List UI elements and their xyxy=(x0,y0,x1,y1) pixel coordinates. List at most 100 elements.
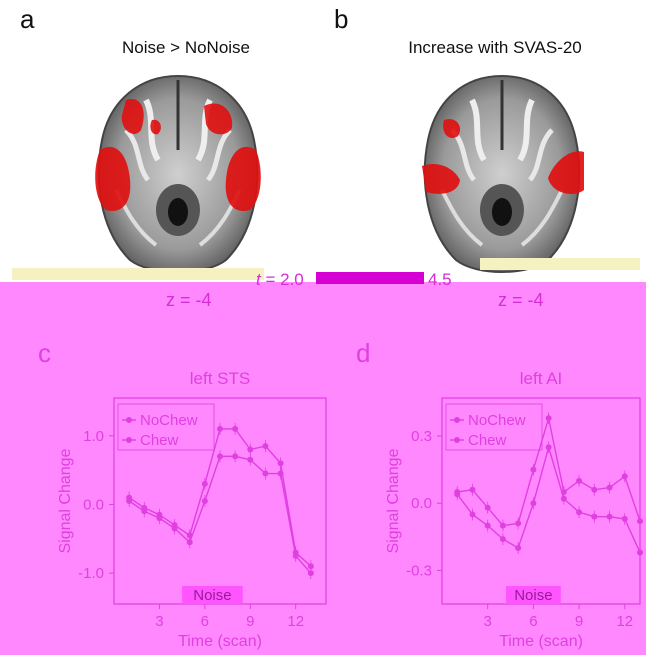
data-point-chew xyxy=(560,495,567,502)
data-point-nochew xyxy=(307,563,314,570)
data-point-chew xyxy=(515,545,522,552)
data-point-chew xyxy=(530,500,537,507)
data-point-chew xyxy=(307,570,314,577)
legend-marker xyxy=(454,437,460,443)
brain-slice-b xyxy=(422,74,584,273)
panel-b-title: Increase with SVAS-20 xyxy=(408,38,582,57)
data-point-chew xyxy=(126,498,133,504)
data-point-nochew xyxy=(277,460,284,467)
legend-label-chew: Chew xyxy=(468,432,507,449)
data-point-nochew xyxy=(545,415,552,422)
y-tick-label: 0.0 xyxy=(411,495,432,512)
data-point-chew xyxy=(171,525,178,532)
data-point-chew xyxy=(591,513,598,520)
x-tick-label: 6 xyxy=(201,613,209,630)
legend-label-nochew: NoChew xyxy=(468,412,526,429)
y-axis-label: Signal Change xyxy=(57,448,74,553)
data-point-nochew xyxy=(576,477,583,484)
data-point-chew xyxy=(247,456,254,463)
series-line-chew xyxy=(128,455,312,574)
colorbar-min: = 2.0 xyxy=(265,270,304,289)
x-tick-label: 9 xyxy=(575,613,583,630)
x-tick-label: 9 xyxy=(246,613,254,630)
data-point-nochew xyxy=(484,504,491,511)
legend-marker xyxy=(454,417,460,423)
data-point-chew xyxy=(277,470,284,477)
noise-bar xyxy=(182,586,243,604)
x-tick-label: 12 xyxy=(616,613,633,630)
y-tick-label: -0.3 xyxy=(406,562,432,579)
data-point-nochew xyxy=(621,473,628,480)
x-tick-label: 12 xyxy=(287,613,304,630)
chart-left-sts: left STS Noise 3 6 9 12 1.0 0.0 -1.0 Time (scan) S… xyxy=(57,369,327,650)
data-point-chew xyxy=(292,552,299,559)
x-axis-label: Time (scan) xyxy=(499,633,583,650)
noise-label: Noise xyxy=(514,587,552,604)
data-point-chew xyxy=(621,515,628,522)
x-axis-label: Time (scan) xyxy=(178,633,262,650)
panel-a-title: Noise > NoNoise xyxy=(121,38,251,57)
data-point-chew xyxy=(484,522,491,529)
data-point-chew xyxy=(499,536,506,543)
x-tick-label: 6 xyxy=(529,613,537,630)
strip-right xyxy=(480,258,640,270)
legend-label-chew: Chew xyxy=(140,432,179,449)
data-point-chew xyxy=(201,498,208,504)
y-tick-label: -1.0 xyxy=(78,565,104,582)
colorbar-max: 4.5 xyxy=(428,270,452,289)
chart-title: left STS xyxy=(190,369,250,388)
data-point-nochew xyxy=(637,518,643,525)
y-tick-label: 1.0 xyxy=(83,428,104,445)
data-point-chew xyxy=(232,453,239,460)
y-tick-label: 0.3 xyxy=(411,428,432,445)
panel-letter-d: d xyxy=(356,338,371,368)
colorbar-label: t = 2.0 xyxy=(256,270,304,290)
z-label-a: z = -4 xyxy=(166,290,212,310)
data-point-chew xyxy=(469,511,476,518)
data-point-nochew xyxy=(606,484,613,491)
legend-box xyxy=(445,403,543,451)
data-point-chew xyxy=(186,539,193,546)
data-point-chew xyxy=(141,508,148,515)
data-point-nochew xyxy=(591,486,598,493)
legend-marker xyxy=(126,437,132,443)
data-point-chew xyxy=(606,513,613,520)
data-point-chew xyxy=(545,444,552,451)
legend-label-nochew: NoChew xyxy=(140,412,198,429)
y-axis-label: Signal Change xyxy=(385,448,402,553)
data-point-chew xyxy=(454,491,461,498)
data-point-nochew xyxy=(201,480,208,487)
panel-letter-a: a xyxy=(20,4,35,34)
data-point-chew xyxy=(637,549,643,556)
data-point-nochew xyxy=(499,522,506,529)
series-line-chew xyxy=(456,444,641,553)
data-point-nochew xyxy=(217,425,223,432)
data-point-nochew xyxy=(247,446,254,453)
data-point-nochew xyxy=(262,443,269,450)
x-tick-label: 3 xyxy=(155,613,163,630)
chart-left-ai: left AI Noise 3 6 9 12 0.3 0.0 -0.3 Time (scan) Si… xyxy=(385,369,643,650)
panel-letter-b: b xyxy=(334,4,349,34)
strip-left xyxy=(12,268,264,280)
data-point-nochew xyxy=(232,425,239,432)
data-point-chew xyxy=(262,470,269,477)
x-tick-label: 3 xyxy=(484,613,492,630)
data-point-chew xyxy=(576,509,583,516)
data-point-chew xyxy=(156,515,163,522)
data-point-nochew xyxy=(515,520,522,527)
z-label-b: z = -4 xyxy=(498,290,544,310)
colorbar-t: t xyxy=(256,270,261,289)
noise-label: Noise xyxy=(193,587,231,604)
data-point-chew xyxy=(217,453,223,460)
brain-slice-a xyxy=(95,74,261,273)
legend-box xyxy=(117,403,215,451)
data-point-nochew xyxy=(469,486,476,493)
chart-title: left AI xyxy=(520,369,563,388)
data-point-nochew xyxy=(530,466,537,473)
legend-marker xyxy=(126,417,132,423)
y-tick-label: 0.0 xyxy=(83,496,104,513)
series-line-nochew xyxy=(128,428,312,567)
colorbar xyxy=(316,272,424,284)
noise-bar xyxy=(505,586,561,604)
panel-letter-c: c xyxy=(38,338,51,368)
